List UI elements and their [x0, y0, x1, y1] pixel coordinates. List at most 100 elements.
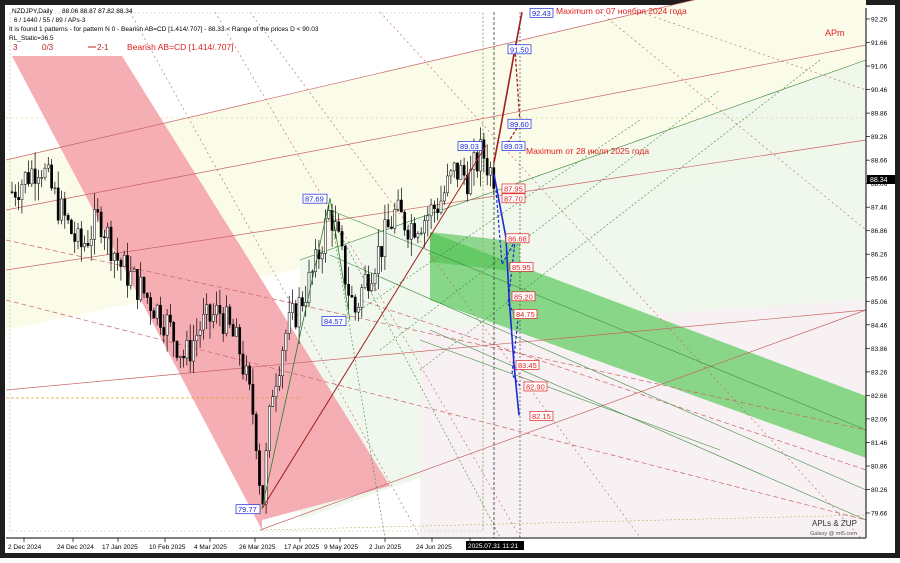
- candle-body: [320, 253, 324, 260]
- candle-body: [225, 306, 228, 334]
- candle-body: [409, 223, 413, 240]
- candle-body: [139, 276, 143, 300]
- candle-body: [413, 223, 416, 238]
- candle-body: [281, 350, 284, 376]
- candle-body: [400, 199, 403, 213]
- candle-body: [43, 167, 47, 178]
- pivot-label-box: [235, 504, 261, 515]
- candle-body: [231, 324, 235, 337]
- target-upper-label: 89.60: [510, 120, 529, 129]
- price-tick-label: 85.06: [871, 299, 888, 306]
- target-upper-box: [501, 141, 526, 151]
- candle-body: [271, 396, 275, 407]
- pattern-leg-ab: [329, 198, 351, 321]
- candle-body: [96, 209, 100, 213]
- pivot-label-box: [457, 141, 483, 151]
- candle-body: [462, 165, 466, 176]
- candle-body: [456, 162, 459, 180]
- candle-body: [310, 271, 314, 273]
- candle-body: [182, 355, 185, 359]
- candle-body: [442, 192, 446, 202]
- price-axis: 92.26 91.66 91.06 90.46 89.86 89.26 88.66 88.06…: [866, 17, 888, 518]
- candle-body: [449, 170, 453, 177]
- candle-body: [132, 269, 136, 272]
- candle-body: [406, 229, 410, 240]
- candle-body: [393, 209, 397, 229]
- target-upper-label: 89.03: [504, 142, 523, 151]
- candle-body: [86, 243, 90, 246]
- candle-body: [264, 450, 268, 505]
- target-lower-label: 82.15: [532, 412, 551, 421]
- candle-body: [17, 197, 20, 200]
- candle-body: [357, 306, 360, 313]
- info-line-2: It is found 1 patterns - for pattern N 0…: [9, 26, 319, 33]
- candle-body: [27, 172, 30, 185]
- ohlc-values: 88.06 88.87 87.82 88.34: [62, 8, 133, 15]
- time-tick-label: 24 Dec 2024: [57, 544, 94, 551]
- candle-body: [367, 273, 370, 291]
- pivot-label: 89.03: [460, 142, 479, 151]
- time-tick-label: 2 Dec 2024: [8, 544, 42, 551]
- annotation-max-nov: Maximum от 07 ноября 2024 года: [556, 6, 687, 16]
- watermark-title: APLs & ZUP: [812, 519, 857, 528]
- channel-line-green: [419, 59, 821, 371]
- pattern-count-1: 3: [13, 43, 18, 52]
- channel-line-red: [5, 239, 867, 431]
- candle-body: [254, 414, 258, 451]
- candle-body: [116, 252, 119, 261]
- candle-body: [373, 273, 377, 284]
- annotation-max-jul: Maximum от 28 июля 2025 года: [526, 146, 649, 156]
- candle-body: [383, 219, 387, 257]
- candle-body: [188, 339, 192, 362]
- candle-body: [429, 204, 433, 217]
- price-tick-label: 91.06: [871, 64, 888, 71]
- price-tick-label: 89.26: [871, 134, 888, 141]
- candle-body: [423, 220, 426, 234]
- candle-body: [426, 215, 430, 221]
- channel-line-green: [419, 339, 721, 451]
- price-tick-label: 88.06: [871, 181, 888, 188]
- pattern-leg-green: [261, 198, 331, 509]
- candle-body: [251, 383, 255, 415]
- candle-body: [416, 233, 420, 238]
- pattern-count-2: 0/3: [42, 43, 54, 52]
- candle-body: [205, 304, 209, 315]
- fan-line: [214, 11, 521, 538]
- candle-body: [56, 187, 60, 221]
- fan-line: [379, 11, 861, 538]
- candle-body: [30, 168, 34, 185]
- candle-body: [60, 198, 63, 221]
- candle-body: [433, 204, 436, 210]
- price-tick-label: 87.46: [871, 205, 888, 212]
- candle-body: [390, 226, 393, 229]
- time-tick-label: 2025.07.31 11:21: [468, 543, 519, 550]
- time-axis: 2 Dec 2024 24 Dec 2024 17 Jan 2025 10 Feb 2…: [8, 538, 524, 551]
- channel-line-red: [5, 299, 867, 521]
- price-tick-label: 92.26: [871, 17, 888, 24]
- price-tick-label: 83.26: [871, 369, 888, 376]
- candle-body: [452, 162, 456, 172]
- price-tick-label: 86.26: [871, 252, 888, 259]
- candle-body: [149, 297, 152, 312]
- candle-body: [23, 172, 27, 185]
- pivot-label: 84.57: [324, 317, 343, 326]
- candle-body: [192, 340, 195, 362]
- candle-body: [396, 199, 400, 210]
- current-time-marker: [466, 541, 524, 550]
- pattern-name: Bearish AB=CD [1.414/.707]: [127, 42, 234, 52]
- watermark-sub: Galaxy @ mt5.com: [810, 531, 857, 537]
- candle-body: [142, 276, 146, 294]
- low-line: [261, 514, 867, 531]
- target-lower-label: 85.20: [514, 292, 533, 301]
- pattern-leg-xa: [261, 145, 487, 509]
- candle-body: [33, 168, 37, 184]
- target-lower-box: [529, 411, 554, 421]
- time-tick-label: 9 May 2025: [324, 544, 358, 551]
- candle-body: [99, 211, 103, 238]
- candle-body: [185, 339, 189, 359]
- candle-body: [175, 341, 179, 358]
- candle-body: [211, 314, 215, 322]
- candle-body: [37, 177, 40, 184]
- target-lower-box: [501, 193, 526, 204]
